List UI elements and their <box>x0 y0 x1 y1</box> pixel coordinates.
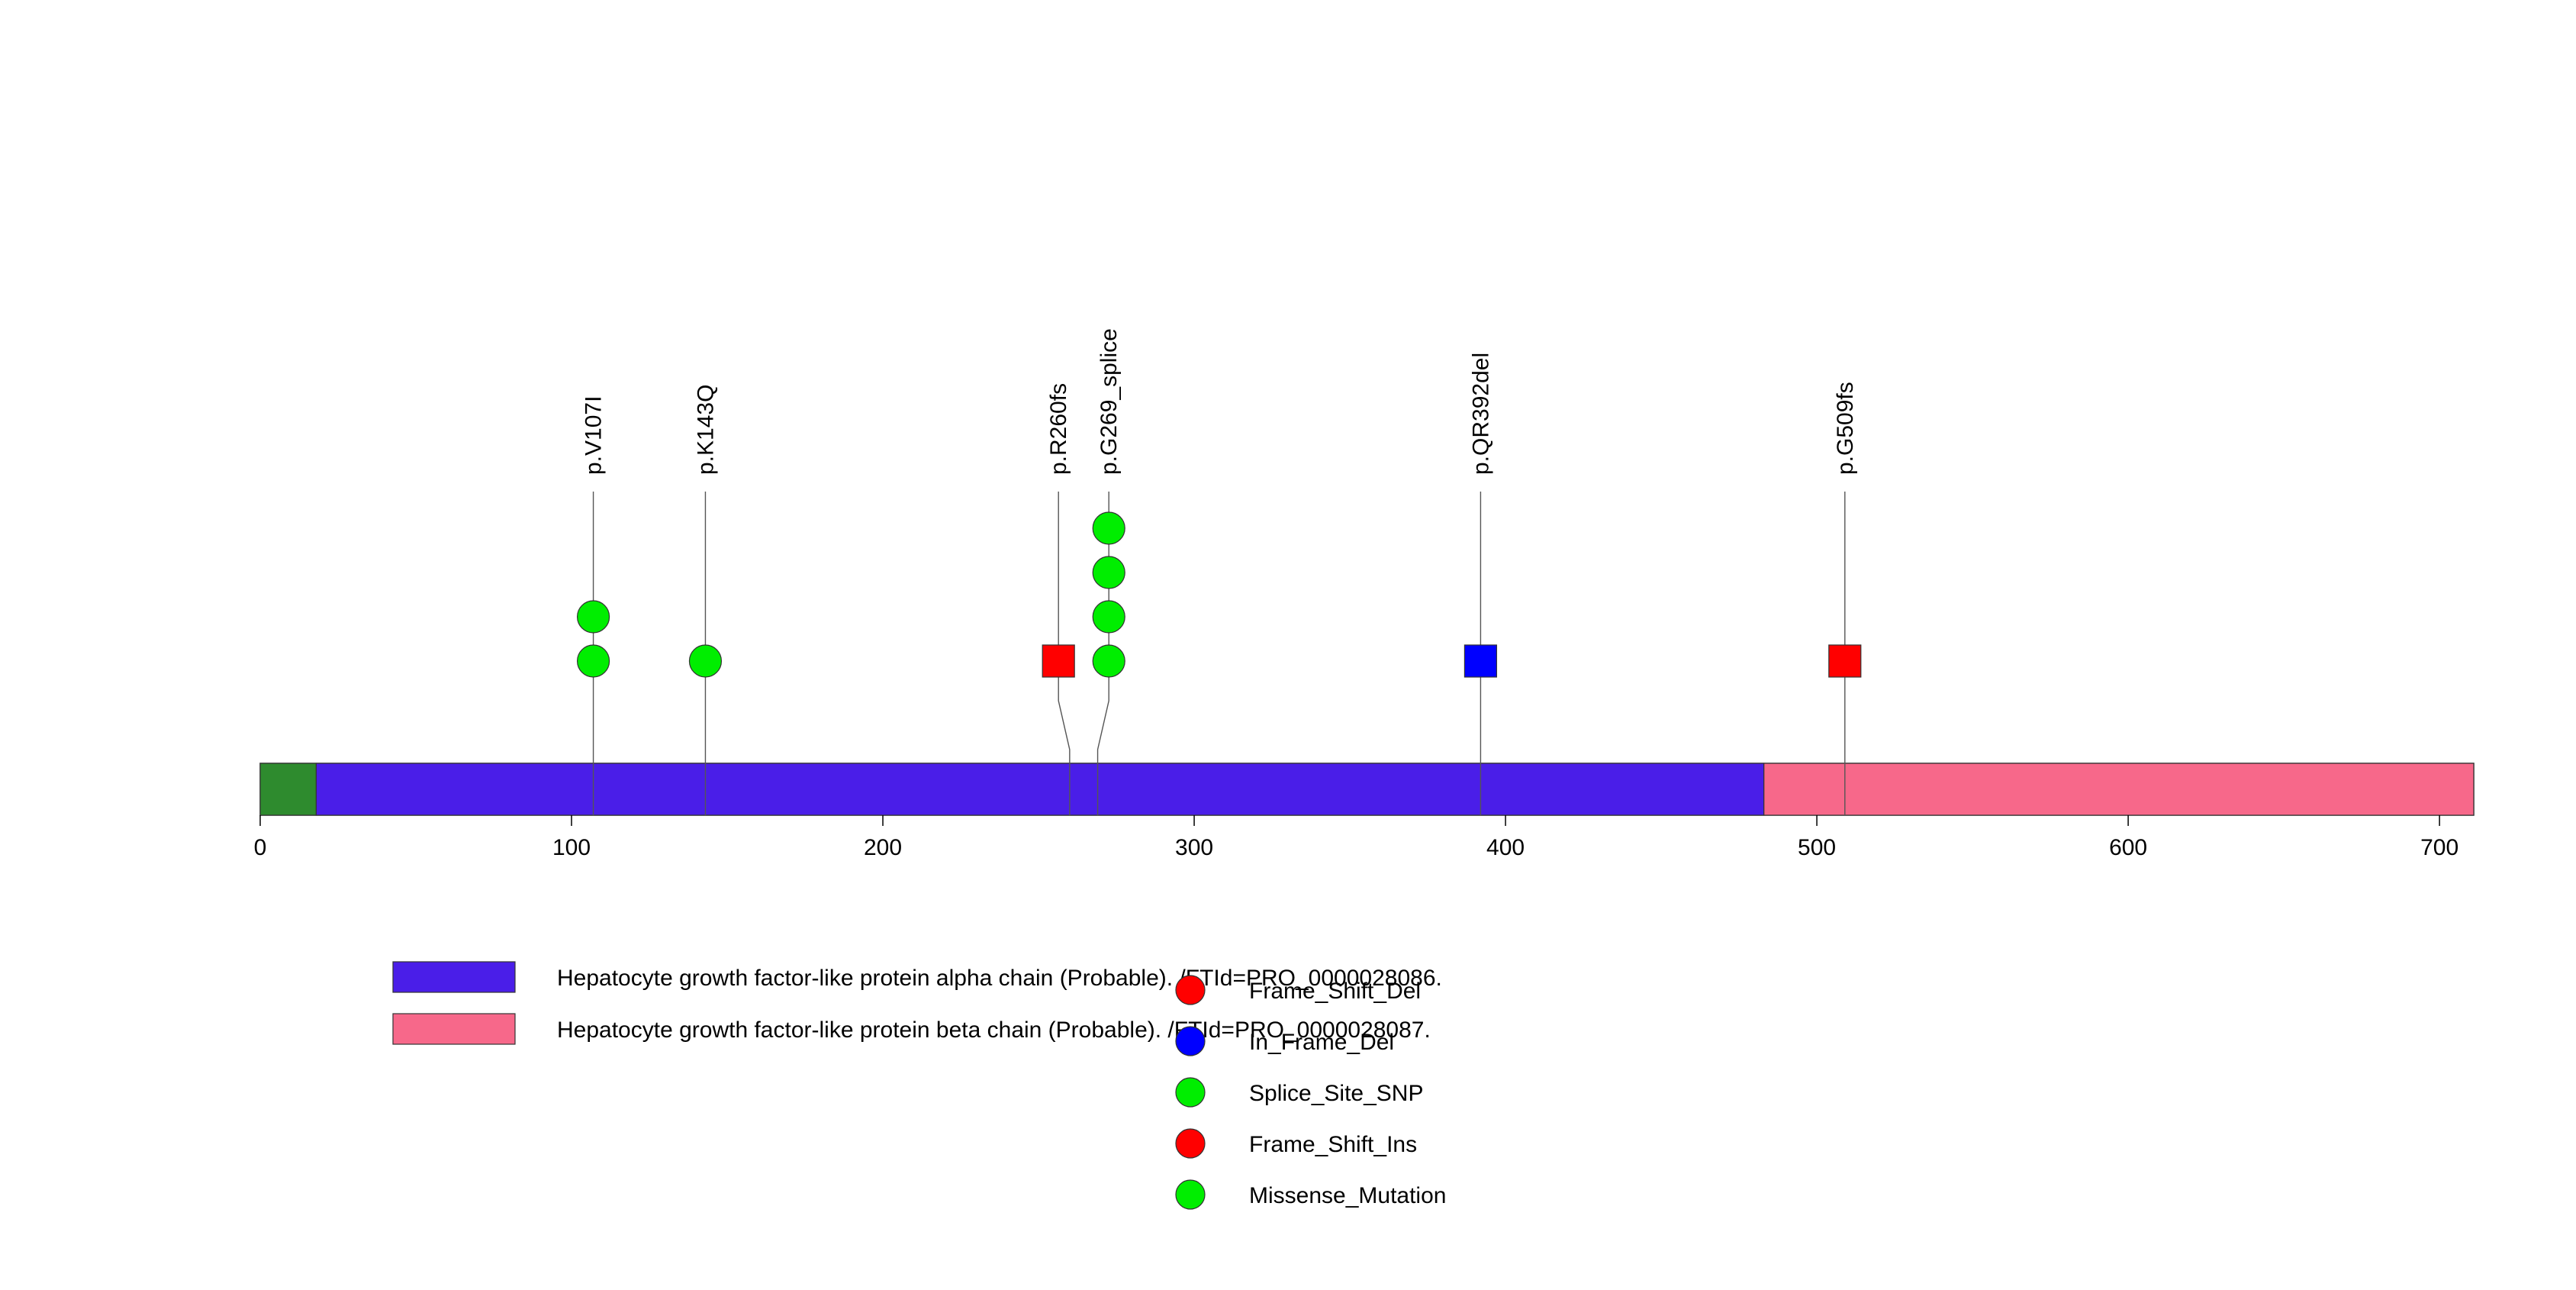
domain-block <box>315 763 1765 816</box>
mutation-marker-circle <box>1092 556 1125 589</box>
legend-mutation-swatch <box>1175 1128 1206 1159</box>
legend-mutation-swatch <box>1175 1026 1206 1056</box>
mutation-label: p.V107I <box>581 396 607 475</box>
mutation-markers <box>576 511 1862 678</box>
mutation-marker-circle <box>576 644 610 678</box>
x-axis: 0 100 200 300 400 500 600 700 <box>254 815 2458 860</box>
legend-domain-swatch <box>392 961 516 993</box>
mutation-marker-circle <box>688 644 723 678</box>
x-tick-label: 100 <box>552 835 591 860</box>
domain-block <box>259 763 317 816</box>
legend-mutation-label: Frame_Shift_Del <box>1249 979 1421 1004</box>
x-tick-label: 300 <box>1175 835 1213 860</box>
x-tick-label: 0 <box>254 835 267 860</box>
legend-domain-label: Hepatocyte growth factor-like protein al… <box>557 966 1442 991</box>
mutation-label: p.G269_splice <box>1096 328 1122 475</box>
mutation-stem <box>1058 492 1071 815</box>
mutation-label: p.G509fs <box>1833 382 1858 475</box>
mutation-marker-square <box>1828 644 1862 678</box>
mutation-marker-circle <box>1092 644 1125 678</box>
mutation-labels: p.V107I p.K143Q p.R260fs p.G269_splice p.QR3… <box>581 328 1858 475</box>
mutation-marker-circle <box>1092 600 1125 634</box>
legend-mutation-swatch <box>1175 1179 1206 1210</box>
x-tick-label: 700 <box>2420 835 2458 860</box>
mutation-label: p.QR392del <box>1468 353 1493 475</box>
mutation-label: p.R260fs <box>1046 383 1071 475</box>
mutation-stem <box>1096 492 1109 815</box>
x-tick-label: 600 <box>2109 835 2147 860</box>
legend-domain-label: Hepatocyte growth factor-like protein be… <box>557 1017 1431 1043</box>
legend: Hepatocyte growth factor-like protein al… <box>392 961 1446 1210</box>
legend-mutation-label: In_Frame_Del <box>1249 1030 1394 1055</box>
mutation-marker-circle <box>576 600 610 634</box>
mutation-marker-square <box>1463 644 1498 678</box>
domain-block <box>1763 763 2475 816</box>
x-tick-label: 500 <box>1798 835 1836 860</box>
legend-mutation-swatch <box>1175 975 1206 1005</box>
legend-mutation-label: Splice_Site_SNP <box>1249 1081 1423 1106</box>
mutation-label: p.K143Q <box>693 385 718 475</box>
legend-mutation-label: Frame_Shift_Ins <box>1249 1132 1417 1157</box>
legend-mutation-swatch <box>1175 1077 1206 1108</box>
x-tick-label: 400 <box>1486 835 1525 860</box>
x-tick-label: 200 <box>864 835 902 860</box>
mutation-marker-circle <box>1092 511 1125 545</box>
mutation-marker-square <box>1042 644 1075 678</box>
domain-track <box>259 763 2475 816</box>
legend-mutation-label: Missense_Mutation <box>1249 1183 1446 1208</box>
legend-domain-swatch <box>392 1013 516 1045</box>
